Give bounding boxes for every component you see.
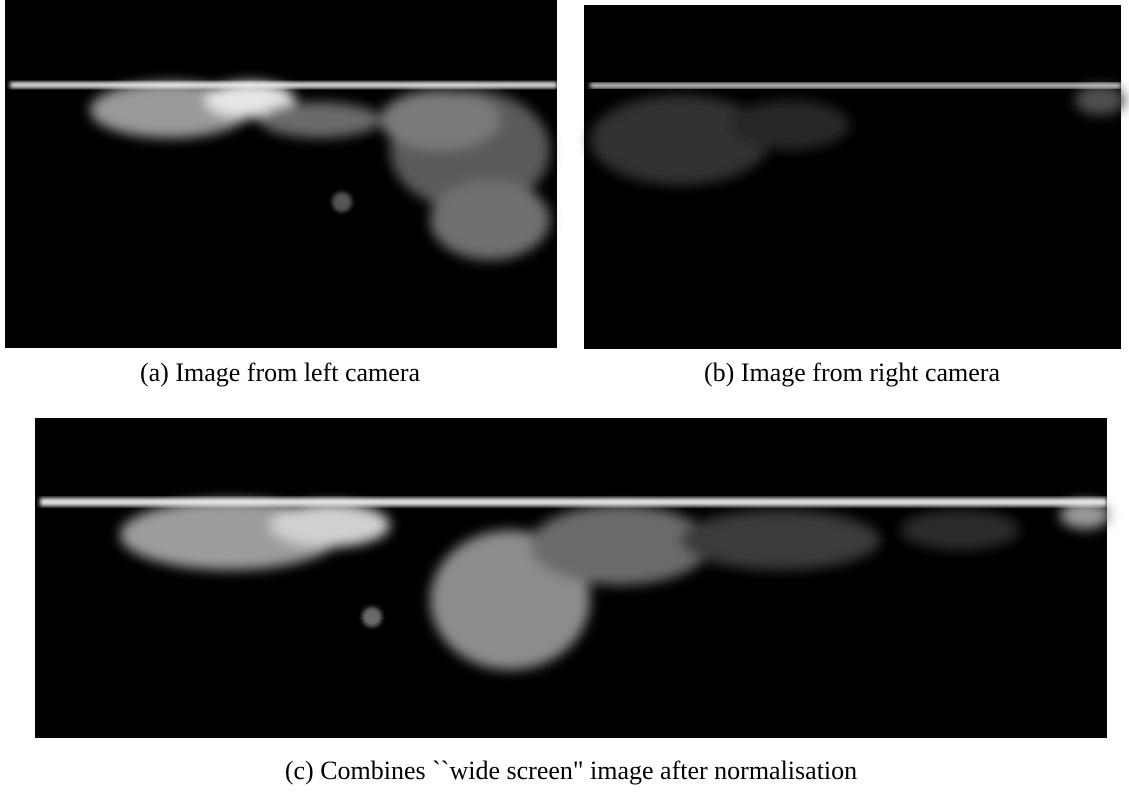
- image-right: [584, 5, 1125, 349]
- caption: (a) Image from left camera: [140, 358, 421, 387]
- caption: (b) Image from right camera: [704, 358, 1000, 387]
- figure: (a) Image from left camera (b) Image fro…: [0, 0, 1129, 803]
- page: (a) Image from left camera (b) Image fro…: [0, 0, 1129, 803]
- caption: (c) Combines ``wide screen" image after …: [285, 756, 857, 785]
- image-left: [5, 0, 557, 348]
- image-combined: [35, 418, 1110, 738]
